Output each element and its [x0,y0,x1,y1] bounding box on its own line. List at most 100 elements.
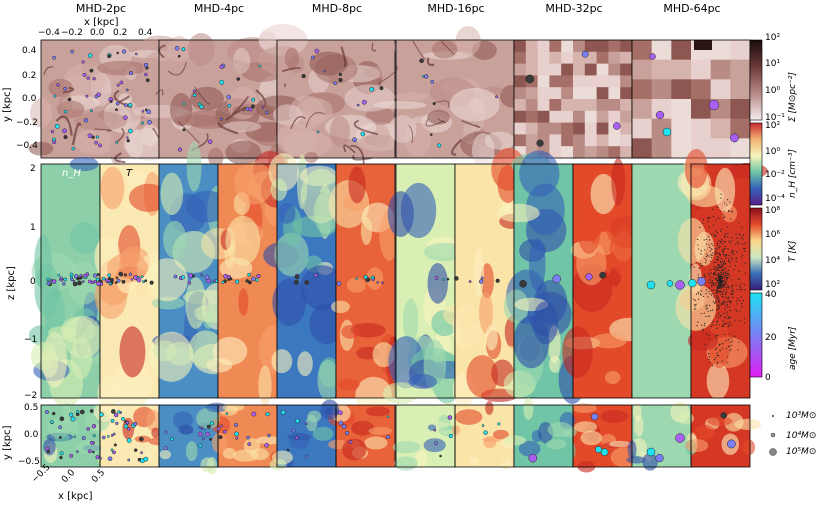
star-particle [256,273,261,279]
star-particle [96,281,101,287]
star-particle [180,275,185,280]
star-particle [200,426,204,430]
star-particle [323,69,327,73]
star-particle [442,278,445,281]
star-particle [213,279,217,283]
star-particle [89,68,94,73]
star-particle [128,128,133,134]
star-particle [81,436,86,441]
star-particle [123,115,128,120]
star-particle [234,431,239,437]
star-particle [98,143,102,148]
star-particle [433,441,438,446]
star-particle [219,64,224,69]
star-particle [655,453,664,463]
star-particle [646,447,656,457]
star-particle [91,424,97,429]
star-particle [87,53,93,58]
star-particle [662,127,672,137]
star-particle [386,415,390,419]
star-particle [130,278,134,281]
star-particle [581,50,589,58]
mid-ytick: −1 [24,335,38,345]
star-particle [145,78,150,83]
star-particle [360,131,366,137]
star-particle [69,272,74,277]
star-particle [106,435,110,438]
bot-ylabel: y [kpc] [2,425,13,460]
star-particle [247,272,251,277]
star-particle [245,279,249,283]
star-particle [140,121,145,125]
star-particle [338,410,343,416]
star-particle [338,77,343,83]
mid-ytick: 0 [30,277,36,287]
cb1-tick: 10⁰ [765,147,781,157]
star-particle [552,274,561,284]
star-particle [48,280,52,284]
star-particle [108,282,112,286]
star-particle [199,104,204,109]
star-particle [192,89,196,93]
star-particle [113,412,119,418]
star-particle [248,280,252,285]
star-particle [251,97,256,102]
star-particle [63,110,68,114]
star-particle [112,432,116,436]
star-particle [146,109,152,115]
star-particle [229,277,233,281]
star-particle [495,278,500,283]
star-particle [437,143,442,148]
star-particle [118,271,124,277]
star-particle [132,421,138,426]
star-particle [295,418,300,424]
star-particle [125,88,129,92]
star-particle [599,271,607,279]
star-particle [57,273,61,277]
colorbar [749,39,763,121]
star-particle [127,427,131,431]
star-particle [128,102,133,108]
star-particle [45,410,49,414]
star-particle [111,409,116,414]
star-particle [177,54,181,58]
star-particle [439,454,442,458]
star-particle [115,140,118,144]
star-particle [379,86,384,91]
top-ytick: 0.2 [22,71,37,81]
star-particle [286,448,290,452]
star-particle [79,276,83,280]
star-particle [265,110,269,115]
cb0-tick: 10² [765,33,781,43]
star-particle [525,74,535,84]
star-particle [497,422,501,426]
star-particle [83,118,89,123]
star-particle [91,135,95,139]
face-on-panel [503,397,639,473]
star-particle [225,412,229,415]
cb2-tick: 10⁴ [765,256,781,266]
star-particle [688,279,697,288]
star-particle [591,413,599,421]
cb0-tick: 10¹ [765,59,781,69]
cb3-tick: 40 [765,290,777,300]
cb2-tick: 10² [765,280,781,290]
star-particle [123,273,127,277]
star-particle [247,442,252,447]
star-particle [730,133,739,143]
star-particle [447,415,453,420]
star-particle [95,135,100,139]
star-particle [126,438,132,443]
face-on-panel [626,401,762,471]
star-particle [221,280,225,284]
star-particle [170,437,174,442]
star-particle [198,443,203,448]
surface-density-panel [255,24,404,171]
star-particle [181,47,186,52]
star-particle [126,139,130,143]
star-particle [355,277,358,280]
star-particle [58,435,62,439]
temperature-slice-panel [675,149,768,400]
star-particle [104,278,109,282]
top-xtick: −0.2 [61,28,83,38]
